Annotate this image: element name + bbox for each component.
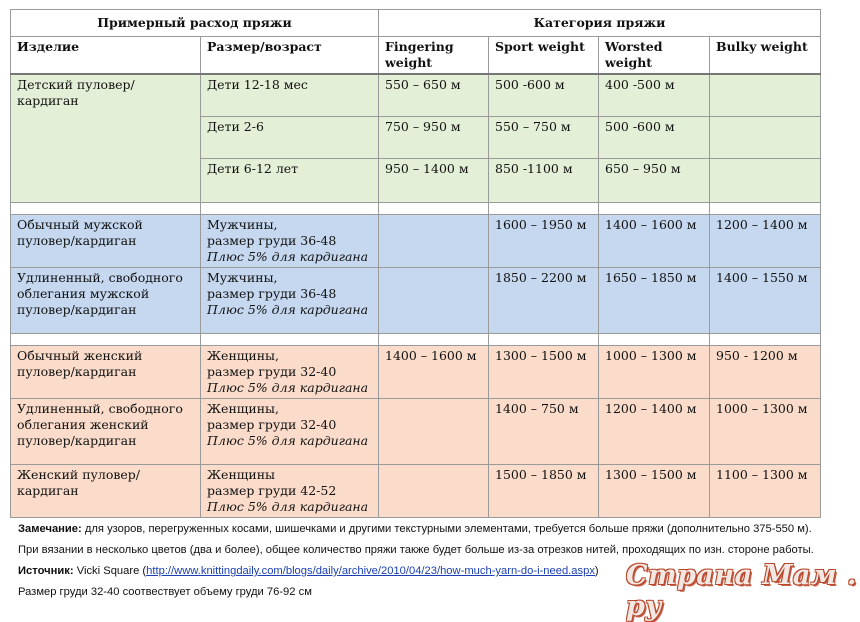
size-line: размер груди 36-48 bbox=[207, 285, 337, 301]
item-women: Обычный женский пуловер/кардиган bbox=[10, 344, 201, 399]
spacer-row bbox=[10, 201, 822, 215]
fingering-cell: 750 – 950 м bbox=[378, 115, 489, 159]
notes-block: Замечание: для узоров, перегруженных кос… bbox=[18, 519, 858, 603]
size-line: размер груди 36-48 bbox=[207, 232, 337, 248]
size-line: Мужчины, bbox=[207, 269, 278, 285]
item-men-long: Удлиненный, свободного облегания мужской… bbox=[10, 266, 201, 334]
size-note: Плюс 5% для кардигана bbox=[207, 432, 369, 448]
fingering-cell: 1400 – 1600 м bbox=[378, 344, 489, 399]
item-kids: Детский пуловер/кардиган bbox=[10, 73, 201, 203]
sport-cell: 1500 – 1850 м bbox=[488, 463, 599, 518]
size-line: Женщины bbox=[207, 466, 276, 482]
worsted-cell: 1300 – 1500 м bbox=[598, 463, 710, 518]
fingering-cell: 950 – 1400 м bbox=[378, 157, 489, 203]
worsted-cell: 1200 – 1400 м bbox=[598, 397, 710, 465]
note-line-2: При вязании в несколько цветов (два и бо… bbox=[18, 544, 814, 556]
table-row: Удлиненный, свободного облегания мужской… bbox=[10, 266, 822, 334]
item-women-plus: Женский пуловер/кардиган bbox=[10, 463, 201, 518]
table-row: Обычный мужской пуловер/кардиган Мужчины… bbox=[10, 213, 822, 268]
table-row: Дети 2-6 750 – 950 м 550 – 750 м 500 -60… bbox=[11, 115, 822, 159]
sport-cell: 1400 – 750 м bbox=[488, 397, 599, 465]
col-fingering: Fingering weight bbox=[378, 36, 489, 75]
fingering-cell: 550 – 650 м bbox=[378, 73, 489, 117]
spacer-row bbox=[10, 332, 822, 346]
size-note: Плюс 5% для кардигана bbox=[207, 498, 369, 514]
col-size: Размер/возраст bbox=[200, 36, 379, 75]
size-cell: Дети 2-6 bbox=[200, 115, 379, 159]
note-label: Замечание: bbox=[18, 523, 82, 535]
sport-cell: 1850 – 2200 м bbox=[488, 266, 599, 334]
fingering-cell bbox=[378, 213, 489, 268]
size-note: Плюс 5% для кардигана bbox=[207, 379, 369, 395]
bulky-cell: 950 - 1200 м bbox=[708, 344, 822, 399]
table-row: Детский пуловер/кардиган Дети 12-18 мес … bbox=[10, 73, 822, 203]
sport-cell: 850 -1100 м bbox=[488, 157, 599, 203]
source-line: Источник: Vicki Square (http://www.knitt… bbox=[18, 561, 858, 582]
sport-cell: 500 -600 м bbox=[488, 73, 599, 117]
header-right-title: Категория пряжи bbox=[377, 9, 822, 37]
size-cell: Мужчины, размер груди 36-48 Плюс 5% для … bbox=[200, 266, 379, 334]
item-women-long: Удлиненный, свободного облегания женский… bbox=[10, 397, 201, 465]
bulky-cell: 1400 – 1550 м bbox=[708, 266, 822, 334]
size-note: Плюс 5% для кардигана bbox=[207, 248, 369, 264]
size-cell: Дети 12-18 мес bbox=[200, 73, 379, 117]
bulky-cell bbox=[708, 157, 822, 203]
bulky-cell: 1000 – 1300 м bbox=[708, 397, 822, 465]
sport-cell: 550 – 750 м bbox=[488, 115, 599, 159]
worsted-cell: 650 – 950 м bbox=[598, 157, 710, 203]
sport-cell: 1600 – 1950 м bbox=[488, 213, 599, 268]
size-line: размер груди 32-40 bbox=[207, 416, 337, 432]
note-text: для узоров, перегруженных косами, шишечк… bbox=[81, 523, 812, 535]
worsted-cell: 1400 – 1600 м bbox=[598, 213, 710, 268]
note-line: Замечание: для узоров, перегруженных кос… bbox=[18, 519, 858, 540]
watermark-logo: Страна Мам . ру bbox=[626, 560, 857, 622]
sport-cell: 1300 – 1500 м bbox=[488, 344, 599, 399]
size-line: Женщины, bbox=[207, 347, 279, 363]
bulky-cell: 1100 – 1300 м bbox=[708, 463, 822, 518]
source-name: Vicki Square ( bbox=[73, 565, 147, 577]
worsted-cell: 500 -600 м bbox=[598, 115, 710, 159]
item-men: Обычный мужской пуловер/кардиган bbox=[10, 213, 201, 268]
col-item: Изделие bbox=[10, 36, 201, 75]
size-line: размер груди 32-40 bbox=[207, 363, 337, 379]
size-cell: Женщины размер груди 42-52 Плюс 5% для к… bbox=[200, 463, 379, 518]
fingering-cell bbox=[378, 463, 489, 518]
source-link[interactable]: http://www.knittingdaily.com/blogs/daily… bbox=[146, 565, 595, 577]
worsted-cell: 1650 – 1850 м bbox=[598, 266, 710, 334]
size-note-line: Размер груди 32-40 соотвествует объему г… bbox=[18, 586, 312, 598]
size-cell: Женщины, размер груди 32-40 Плюс 5% для … bbox=[200, 344, 379, 399]
bulky-cell: 1200 – 1400 м bbox=[708, 213, 822, 268]
bulky-cell bbox=[708, 115, 822, 159]
size-cell: Мужчины, размер груди 36-48 Плюс 5% для … bbox=[200, 213, 379, 268]
header-left-title: Примерный расход пряжи bbox=[10, 9, 379, 37]
bulky-cell bbox=[708, 73, 822, 117]
worsted-cell: 400 -500 м bbox=[598, 73, 710, 117]
size-cell: Женщины, размер груди 32-40 Плюс 5% для … bbox=[200, 397, 379, 465]
table-row: Женский пуловер/кардиган Женщины размер … bbox=[10, 463, 822, 518]
col-sport: Sport weight bbox=[488, 36, 599, 75]
fingering-cell bbox=[378, 266, 489, 334]
col-bulky: Bulky weight bbox=[708, 36, 822, 75]
size-cell: Дети 6-12 лет bbox=[200, 157, 379, 203]
size-line: Мужчины, bbox=[207, 216, 278, 232]
yarn-consumption-table: Примерный расход пряжи Категория пряжи И… bbox=[10, 9, 822, 518]
table-row: Обычный женский пуловер/кардиган Женщины… bbox=[10, 344, 822, 399]
worsted-cell: 1000 – 1300 м bbox=[598, 344, 710, 399]
size-note: Плюс 5% для кардигана bbox=[207, 301, 369, 317]
source-label: Источник: bbox=[18, 565, 74, 577]
table-row: Дети 6-12 лет 950 – 1400 м 850 -1100 м 6… bbox=[11, 157, 822, 203]
fingering-cell bbox=[378, 397, 489, 465]
table-row: Удлиненный, свободного облегания женский… bbox=[10, 397, 822, 465]
size-line: размер груди 42-52 bbox=[207, 482, 337, 498]
col-worsted: Worsted weight bbox=[598, 36, 710, 75]
size-line: Женщины, bbox=[207, 400, 279, 416]
source-close: ) bbox=[594, 565, 599, 577]
